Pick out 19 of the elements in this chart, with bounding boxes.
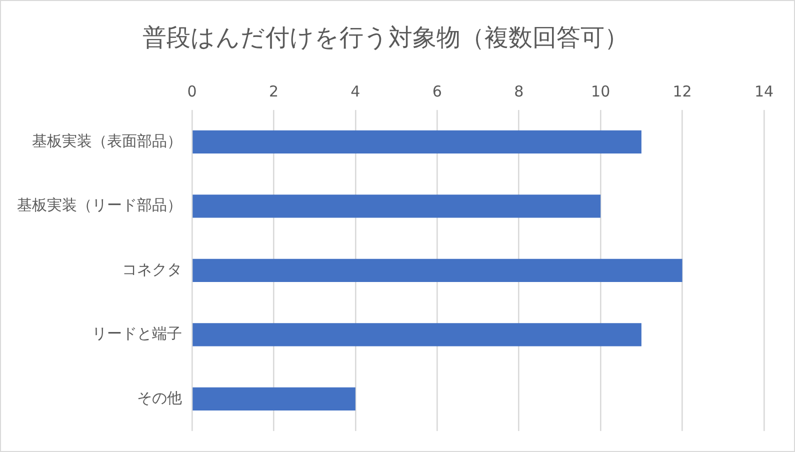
x-tick-label: 0 <box>187 82 197 101</box>
x-tick-label: 14 <box>754 82 774 101</box>
bar <box>192 387 356 410</box>
y-tick-label: 基板実装（リード部品） <box>17 196 182 214</box>
x-tick-label: 4 <box>350 82 360 101</box>
y-tick-label: その他 <box>137 388 182 407</box>
bar <box>192 194 601 218</box>
x-tick-label: 12 <box>672 82 692 101</box>
y-tick-label: リードと端子 <box>92 324 182 343</box>
x-tick-label: 6 <box>432 82 442 101</box>
x-tick-label: 10 <box>591 82 610 101</box>
bar <box>192 130 642 154</box>
y-tick-label: コネクタ <box>122 260 182 278</box>
chart-title: 普段はんだ付けを行う対象物（複数回答可） <box>142 24 628 52</box>
x-tick-label: 2 <box>268 82 278 101</box>
x-tick-label: 8 <box>514 82 524 101</box>
bar <box>192 323 642 346</box>
bar <box>192 258 682 282</box>
y-tick-label: 基板実装（表面部品） <box>32 132 182 150</box>
